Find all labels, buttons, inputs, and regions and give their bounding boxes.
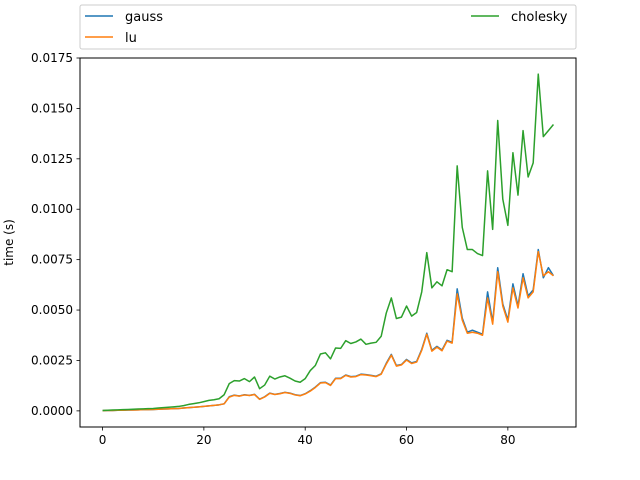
series-line-gauss (102, 248, 555, 412)
y-tick-label: 0.0100 (31, 202, 73, 216)
x-tick-label: 40 (298, 433, 313, 447)
x-tick-label: 60 (399, 433, 414, 447)
y-tick-label: 0.0000 (31, 404, 73, 418)
y-tick-label: 0.0050 (31, 303, 73, 317)
legend-label-cholesky: cholesky (511, 10, 568, 25)
plot-frame (79, 57, 577, 428)
legend: gauss lu cholesky (79, 4, 577, 50)
legend-label-lu: lu (125, 31, 137, 46)
y-tick-label: 0.0125 (31, 152, 73, 166)
y-tick-label: 0.0150 (31, 101, 73, 115)
series-layer (102, 73, 555, 412)
series-line-cholesky (102, 73, 555, 412)
x-tick-label: 0 (99, 433, 107, 447)
y-tick-label: 0.0025 (31, 353, 73, 367)
y-axis-ticks: 0.0000 0.0025 0.0050 0.0075 0.0100 0.0125 0.01… (31, 51, 80, 418)
x-tick-label: 20 (196, 433, 211, 447)
y-tick-label: 0.0075 (31, 253, 73, 267)
y-tick-label: 0.0175 (31, 51, 73, 65)
x-tick-label: 80 (500, 433, 515, 447)
x-axis-ticks: 0 20 40 60 80 (99, 427, 515, 447)
series-line-lu (102, 250, 554, 412)
y-axis-label: time (s) (2, 219, 16, 266)
legend-box (79, 4, 577, 50)
legend-label-gauss: gauss (125, 10, 163, 25)
